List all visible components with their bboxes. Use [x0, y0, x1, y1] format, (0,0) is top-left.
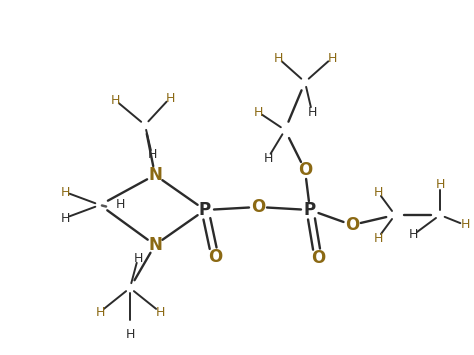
Text: H: H	[264, 152, 273, 164]
Text: H: H	[273, 51, 283, 65]
Text: H: H	[110, 93, 120, 106]
Text: H: H	[307, 105, 317, 119]
Text: H: H	[60, 212, 70, 224]
Text: H: H	[125, 328, 135, 342]
Text: H: H	[133, 251, 143, 264]
Text: O: O	[345, 216, 359, 234]
Text: H: H	[408, 229, 418, 241]
Text: H: H	[115, 198, 125, 212]
Text: O: O	[311, 249, 325, 267]
Text: H: H	[60, 186, 70, 198]
Text: H: H	[460, 218, 470, 231]
Text: H: H	[374, 231, 383, 245]
Text: H: H	[95, 306, 105, 318]
Text: O: O	[298, 161, 312, 179]
Text: N: N	[148, 166, 162, 184]
Text: H: H	[165, 92, 175, 104]
Text: H: H	[435, 179, 445, 191]
Text: H: H	[374, 186, 383, 198]
Text: O: O	[208, 248, 222, 266]
Text: P: P	[304, 201, 316, 219]
Text: H: H	[253, 105, 263, 119]
Text: H: H	[147, 148, 157, 162]
Text: P: P	[199, 201, 211, 219]
Text: O: O	[251, 198, 265, 216]
Text: N: N	[148, 236, 162, 254]
Text: H: H	[155, 306, 164, 318]
Text: H: H	[328, 51, 337, 65]
